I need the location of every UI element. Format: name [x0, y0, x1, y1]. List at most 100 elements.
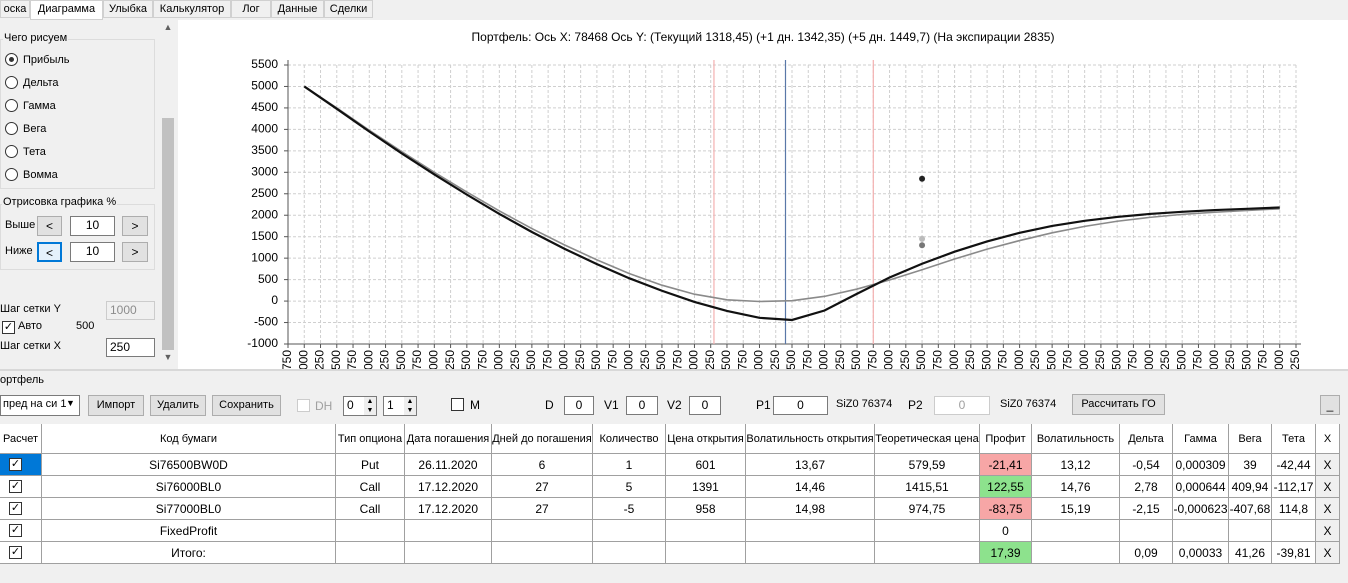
series-line	[303, 85, 1280, 303]
radio-label[interactable]: Вега	[23, 123, 47, 135]
x-tick-label: 76500	[784, 350, 798, 370]
column-header[interactable]: Вега	[1229, 424, 1272, 454]
range-input: 10	[70, 242, 115, 262]
column-header[interactable]: Дельта	[1120, 424, 1173, 454]
button[interactable]: Рассчитать ГО	[1072, 394, 1165, 415]
x-tick-label: 79000	[947, 350, 961, 370]
x-tick-label: 76000	[752, 350, 766, 370]
column-header[interactable]: Тип опциона	[336, 424, 405, 454]
column-header[interactable]: Гамма	[1173, 424, 1229, 454]
radio[interactable]	[5, 99, 18, 112]
column-header[interactable]: Расчет	[0, 424, 42, 454]
next-button[interactable]: >	[122, 242, 148, 262]
tab[interactable]: Улыбка	[103, 0, 153, 18]
table-cell	[1032, 520, 1120, 542]
label: Шаг сетки Y	[0, 303, 61, 315]
table-cell: 0	[980, 520, 1032, 542]
radio-label[interactable]: Дельта	[23, 77, 59, 89]
table-cell: -2,15	[1120, 498, 1173, 520]
delete-button[interactable]: X	[1316, 542, 1340, 564]
prev-button[interactable]: <	[37, 216, 62, 236]
tab[interactable]: Данные	[271, 0, 324, 18]
checkbox[interactable]: ✓	[9, 458, 22, 471]
x-tick-label: 75500	[719, 350, 733, 370]
x-tick-label: 70250	[378, 350, 392, 370]
checkbox[interactable]: ✓	[2, 321, 15, 334]
next-button[interactable]: >	[122, 216, 148, 236]
column-header[interactable]: Код бумаги	[42, 424, 336, 454]
input[interactable]: 0	[626, 396, 658, 415]
checkbox[interactable]: ✓	[9, 524, 22, 537]
column-header[interactable]: Дней до погашения	[492, 424, 593, 454]
x-tick-label: 72500	[524, 350, 538, 370]
button[interactable]: Сохранить	[212, 395, 281, 416]
table-cell: 39	[1229, 454, 1272, 476]
tab[interactable]: Диаграмма	[30, 0, 103, 20]
checkbox[interactable]: ✓	[9, 502, 22, 515]
x-tick-label: 69250	[313, 350, 327, 370]
checkbox-cell	[0, 520, 42, 542]
radio[interactable]	[5, 53, 18, 66]
column-header[interactable]: X	[1316, 424, 1340, 454]
column-header[interactable]: Тета	[1272, 424, 1316, 454]
button[interactable]: Удалить	[150, 395, 206, 416]
y-tick-label: 2500	[251, 186, 278, 200]
x-tick-label: 79750	[996, 350, 1010, 370]
scroll-down: ▼	[163, 352, 173, 362]
table-cell: 0,00033	[1173, 542, 1229, 564]
table-cell: 41,26	[1229, 542, 1272, 564]
label: V2	[667, 398, 682, 412]
x-tick-label: 83750	[1256, 350, 1270, 370]
input[interactable]: 0	[564, 396, 594, 415]
radio-label[interactable]: Прибыль	[23, 54, 70, 66]
radio[interactable]	[5, 76, 18, 89]
table-cell: -83,75	[980, 498, 1032, 520]
tab[interactable]: Сделки	[324, 0, 373, 18]
delete-button[interactable]: X	[1316, 454, 1340, 476]
radio-label[interactable]: Гамма	[23, 100, 56, 112]
column-header[interactable]: Профит	[980, 424, 1032, 454]
checkbox[interactable]: ✓	[9, 546, 22, 559]
group-title: Чего рисуем	[3, 32, 69, 46]
y-tick-label: -1000	[247, 336, 278, 350]
dropdown[interactable]: пред на си 1	[0, 395, 80, 416]
tab[interactable]: Калькулятор	[153, 0, 231, 18]
tab[interactable]: оска	[0, 0, 30, 18]
radio[interactable]	[5, 122, 18, 135]
button[interactable]: _	[1320, 395, 1340, 415]
input[interactable]: 0	[773, 396, 828, 415]
table-cell: 0,000644	[1173, 476, 1229, 498]
table-cell: 958	[666, 498, 746, 520]
y-tick-label: 3500	[251, 143, 278, 157]
column-header[interactable]: Дата погашения	[405, 424, 492, 454]
column-header[interactable]: Волатильность	[1032, 424, 1120, 454]
checkbox[interactable]	[451, 398, 464, 411]
radio-label[interactable]: Вомма	[23, 169, 58, 181]
prev-button[interactable]: <	[37, 242, 62, 262]
x-tick-label: 74500	[654, 350, 668, 370]
column-header[interactable]: Теоретическая цена	[875, 424, 980, 454]
column-header[interactable]: Цена открытия	[666, 424, 746, 454]
radio[interactable]	[5, 168, 18, 181]
column-header[interactable]: Волатильность открытия	[746, 424, 875, 454]
x-tick-label: 70000	[361, 350, 375, 370]
input: 250	[106, 338, 155, 357]
input[interactable]: 0	[689, 396, 721, 415]
tab[interactable]: Лог	[231, 0, 271, 18]
button[interactable]: Импорт	[88, 395, 144, 416]
delete-button[interactable]: X	[1316, 520, 1340, 542]
table-cell: Put	[336, 454, 405, 476]
delete-button[interactable]: X	[1316, 498, 1340, 520]
y-tick-label: 1500	[251, 229, 278, 243]
label: 500	[76, 320, 95, 332]
table-cell	[336, 520, 405, 542]
x-tick-label: 73500	[589, 350, 603, 370]
delete-button[interactable]: X	[1316, 476, 1340, 498]
x-tick-label: 79500	[979, 350, 993, 370]
y-tick-label: 4000	[251, 122, 278, 136]
checkbox[interactable]: ✓	[9, 480, 22, 493]
x-tick-label: 75000	[687, 350, 701, 370]
radio-label[interactable]: Тета	[23, 146, 46, 158]
column-header[interactable]: Количество	[593, 424, 666, 454]
radio[interactable]	[5, 145, 18, 158]
